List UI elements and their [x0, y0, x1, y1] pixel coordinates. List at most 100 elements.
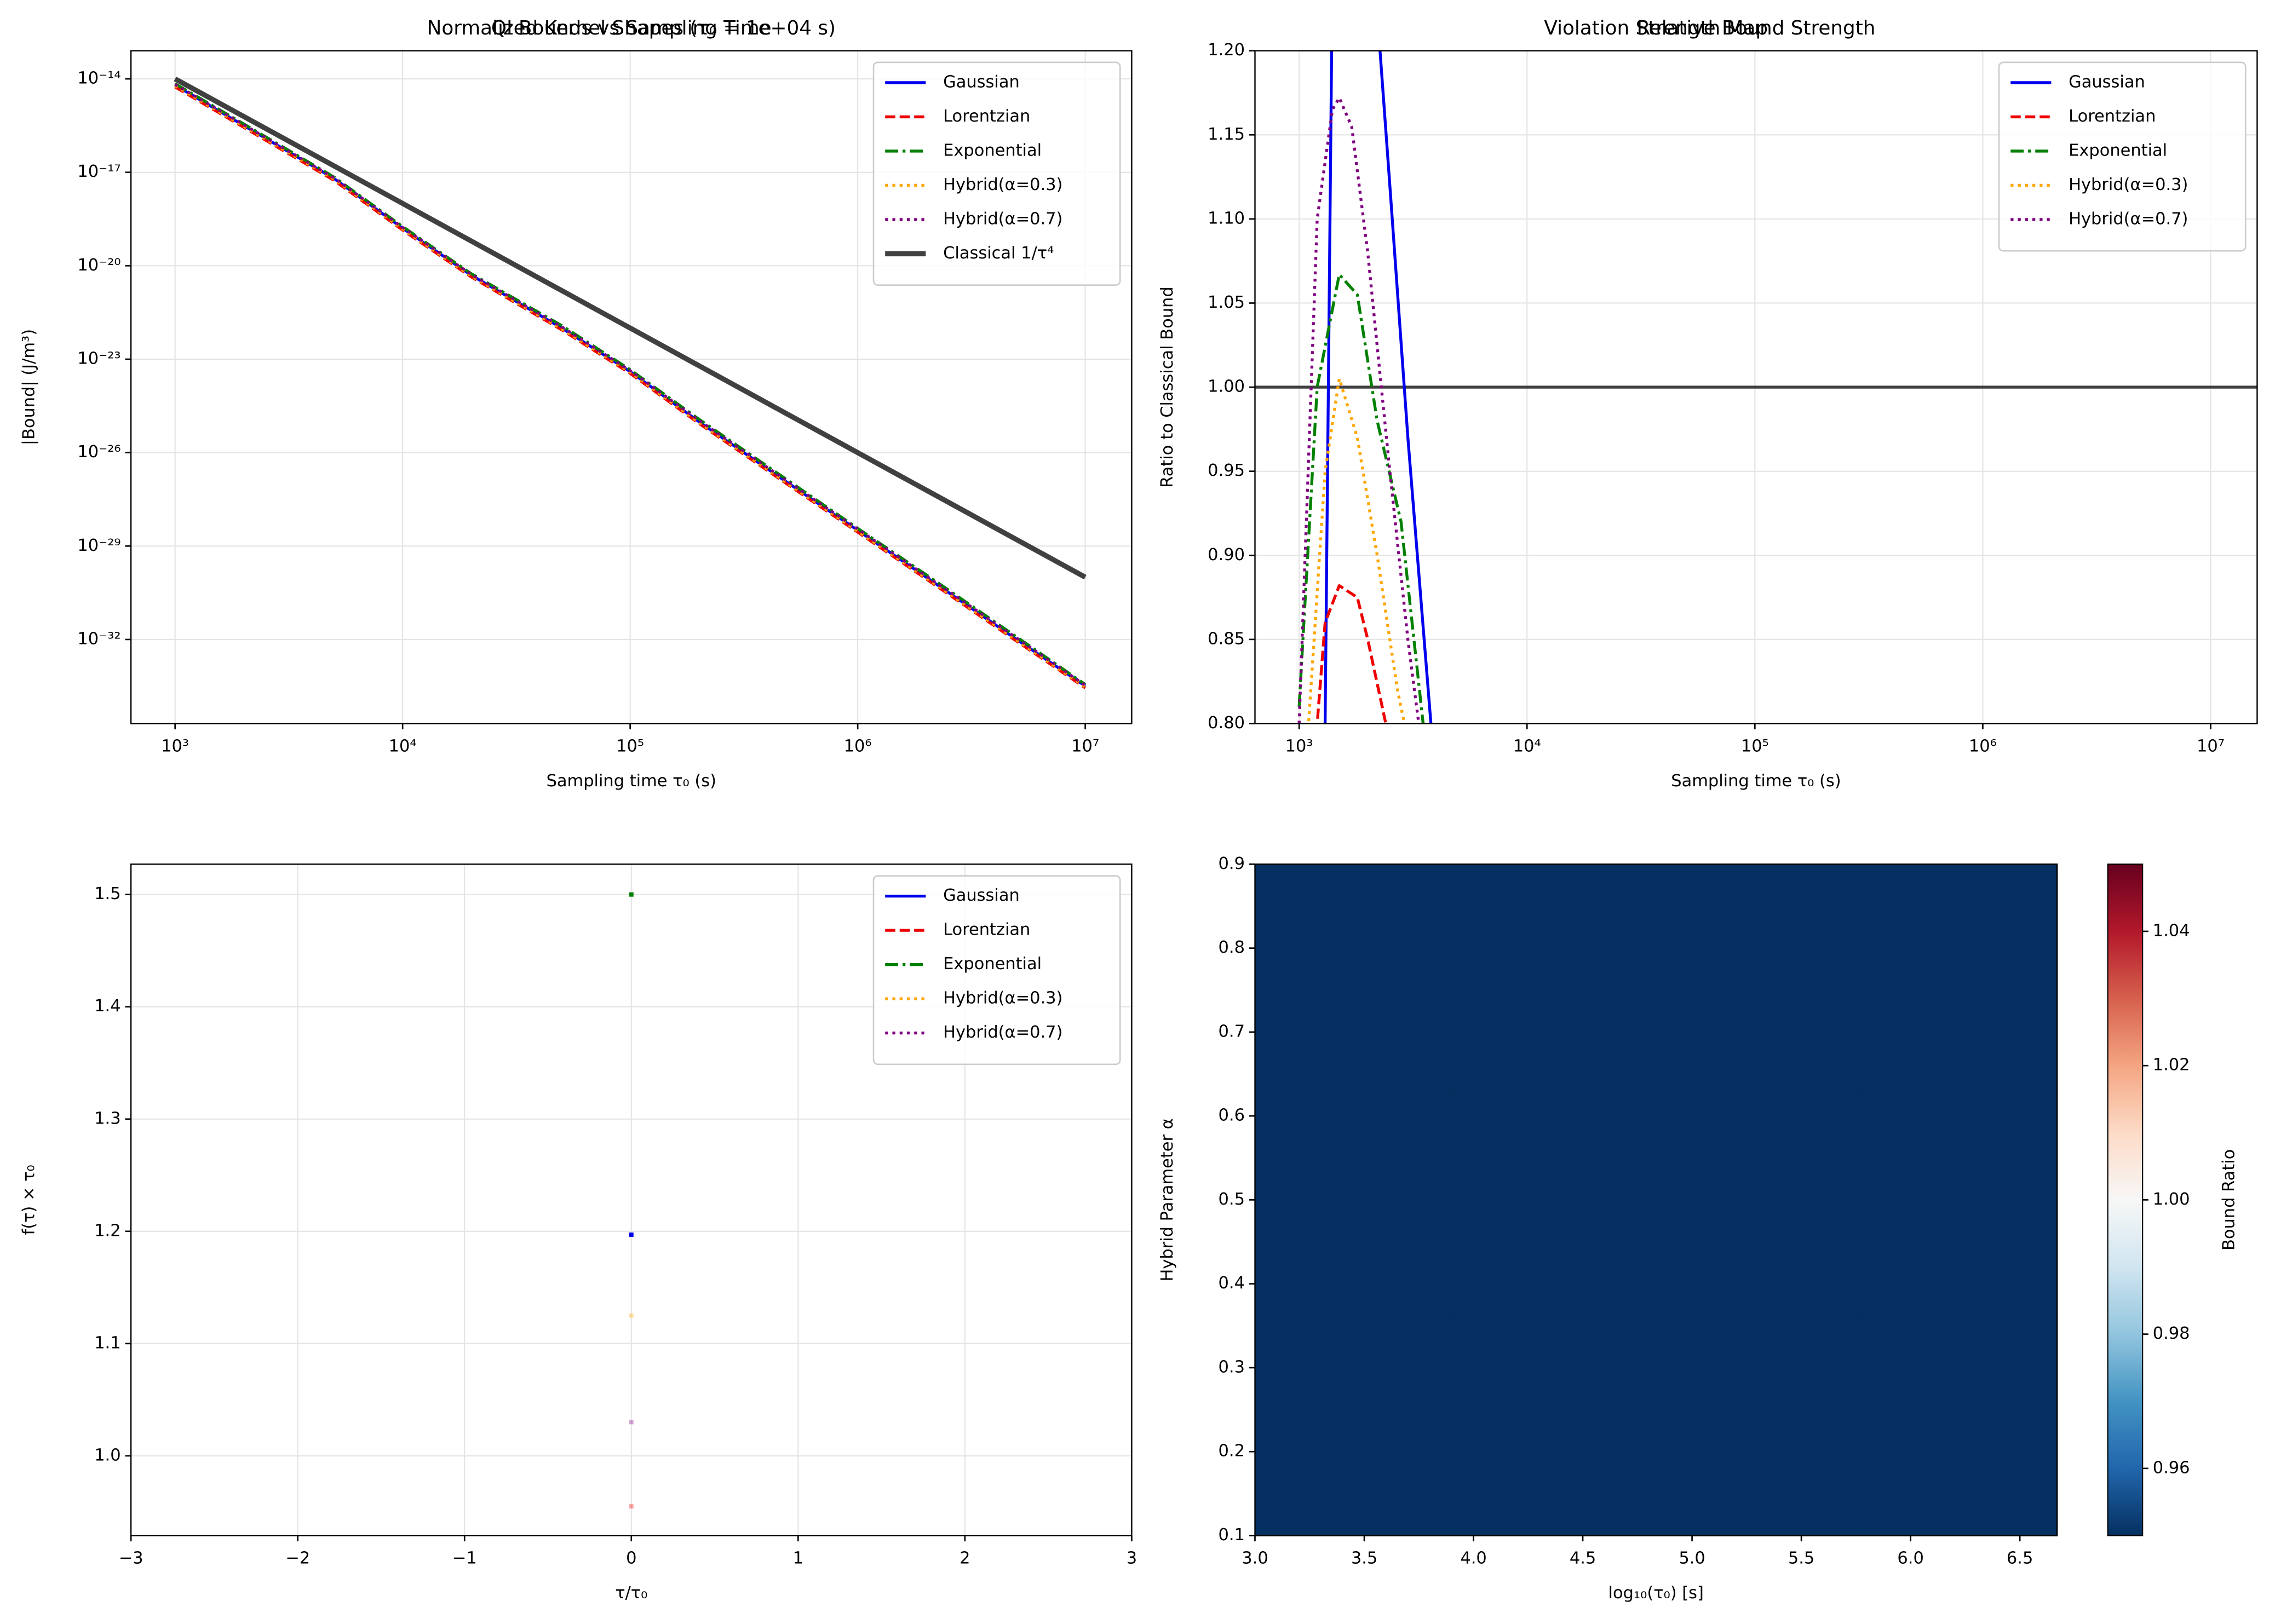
- y-tick-label: 0.3: [1219, 1357, 1245, 1377]
- x-tick-label: 2: [960, 1548, 970, 1568]
- x-tick-label: 10⁶: [844, 736, 872, 756]
- legend-box: [872, 875, 1121, 1066]
- y-axis-label: Hybrid Parameter α: [1158, 1118, 1177, 1281]
- y-tick-label: 1.05: [1208, 293, 1245, 312]
- colorbar-tick-label: 1.04: [2153, 921, 2190, 940]
- x-tick-label: 1: [793, 1548, 803, 1568]
- x-tick-label: −1: [452, 1548, 477, 1568]
- y-tick-label: 10⁻²³: [77, 349, 120, 368]
- legend-label: Lorentzian: [2069, 107, 2156, 126]
- series-line: [1307, 377, 1406, 724]
- x-tick-label: 3.0: [1242, 1548, 1268, 1568]
- series-line: [1297, 96, 1421, 724]
- heatmap-cell: [1856, 864, 2058, 1089]
- legend-label: Gaussian: [2069, 72, 2145, 91]
- x-tick-label: −2: [285, 1548, 310, 1568]
- x-tick-label: 5.5: [1788, 1548, 1814, 1568]
- panel: Violation Strength Map log₁₀(τ₀) [s] Hybri…: [1158, 17, 2238, 1603]
- series-line: [1315, 584, 1388, 724]
- x-tick-label: 10³: [1285, 736, 1313, 756]
- y-tick-label: 1.4: [94, 997, 120, 1016]
- panel-title: Relative Bound Strength: [1636, 17, 1875, 39]
- legend-label: Classical 1/τ⁴: [943, 244, 1054, 263]
- y-tick-label: 0.4: [1219, 1274, 1245, 1293]
- y-tick-label: 0.80: [1208, 713, 1245, 733]
- heatmap-cell: [1455, 1311, 1657, 1536]
- kernel-point: [629, 1313, 634, 1318]
- legend-label: Gaussian: [943, 886, 1020, 905]
- y-tick-label: 1.1: [94, 1333, 120, 1352]
- colorbar-tick-label: 0.96: [2153, 1458, 2190, 1477]
- y-tick-label: 0.8: [1219, 938, 1245, 957]
- y-tick-label: 1.3: [94, 1109, 120, 1128]
- heatmap-cell: [1656, 1311, 1858, 1536]
- x-tick-label: 3.5: [1351, 1548, 1377, 1568]
- legend-label: Exponential: [943, 954, 1042, 974]
- plot-area: [1255, 50, 2257, 724]
- x-tick-label: 10⁴: [1513, 736, 1541, 756]
- series-line: [174, 76, 1087, 580]
- x-tick-label: 5.0: [1679, 1548, 1705, 1568]
- series-line: [174, 83, 1087, 687]
- y-tick-label: 0.85: [1208, 629, 1245, 648]
- heatmap-cell: [1856, 1088, 2058, 1313]
- kernel-point: [629, 1504, 634, 1509]
- x-tick-label: 4.0: [1460, 1548, 1486, 1568]
- legend-label: Hybrid(α=0.3): [943, 989, 1062, 1008]
- heatmap-cell: [1856, 1311, 2058, 1536]
- series-line: [1297, 273, 1425, 724]
- y-tick-label: 0.90: [1208, 545, 1245, 565]
- legend-box: [872, 61, 1121, 286]
- legend-label: Hybrid(α=0.7): [2069, 209, 2188, 228]
- x-tick-label: 4.5: [1570, 1548, 1596, 1568]
- kernel-point: [629, 1232, 634, 1237]
- heatmap-cell: [1255, 1088, 1456, 1313]
- y-tick-label: 1.00: [1208, 377, 1245, 396]
- axes-frame: [1254, 50, 2258, 724]
- x-tick-label: 3: [1127, 1548, 1137, 1568]
- y-tick-label: 1.0: [94, 1446, 120, 1465]
- y-tick-label: 1.5: [94, 884, 120, 903]
- y-tick-label: 0.5: [1219, 1190, 1245, 1209]
- y-tick-label: 10⁻²⁰: [77, 256, 120, 275]
- y-tick-label: 0.1: [1219, 1525, 1245, 1545]
- legend-box: [1998, 61, 2247, 252]
- x-axis-label: Sampling time τ₀ (s): [547, 771, 716, 791]
- axes-frame: [130, 50, 1133, 724]
- x-tick-label: 10³: [161, 736, 189, 756]
- y-tick-label: 1.2: [94, 1221, 120, 1240]
- legend-label: Hybrid(α=0.3): [943, 175, 1062, 194]
- x-tick-label: 10⁴: [389, 736, 417, 756]
- y-tick-label: 10⁻²⁹: [77, 536, 120, 555]
- x-tick-label: 6.0: [1897, 1548, 1923, 1568]
- heatmap-cell: [1455, 1088, 1657, 1313]
- panel: Relative Bound Strength Sampling time τ₀ …: [1158, 17, 2258, 791]
- y-tick-label: 1.10: [1208, 209, 1245, 228]
- y-tick-label: 1.20: [1208, 41, 1245, 60]
- kernel-point: [629, 1420, 634, 1425]
- heatmap-cell: [1656, 864, 1858, 1089]
- colorbar: [2107, 863, 2144, 1536]
- y-tick-label: 0.9: [1219, 854, 1245, 873]
- panel: Normalized Kernel Shapes (τ₀ = 1e+04 s) τ…: [19, 17, 1137, 1603]
- x-axis-label: Sampling time τ₀ (s): [1671, 771, 1841, 791]
- y-tick-label: 10⁻¹⁷: [77, 162, 120, 181]
- y-tick-label: 1.15: [1208, 125, 1245, 144]
- panel-title: Normalized Kernel Shapes (τ₀ = 1e+04 s): [427, 17, 836, 39]
- y-tick-label: 10⁻³²: [77, 629, 120, 648]
- y-tick-label: 0.95: [1208, 461, 1245, 480]
- panel: QI Bounds vs Sampling Time Sampling time …: [19, 17, 1133, 791]
- x-tick-label: 6.5: [2007, 1548, 2033, 1568]
- axes-frame: [130, 863, 1133, 1536]
- legend-label: Exponential: [2069, 141, 2167, 160]
- colorbar-tick-label: 0.98: [2153, 1324, 2190, 1343]
- x-axis-label: log₁₀(τ₀) [s]: [1608, 1583, 1704, 1603]
- panel-title: QI Bounds vs Sampling Time: [491, 17, 772, 39]
- kernel-point: [629, 892, 634, 897]
- y-axis-label: f(τ) × τ₀: [19, 1165, 38, 1235]
- legend-label: Hybrid(α=0.3): [2069, 175, 2188, 194]
- x-tick-label: −3: [119, 1548, 143, 1568]
- plot-area: [174, 76, 1087, 689]
- x-tick-label: 10⁵: [616, 736, 644, 756]
